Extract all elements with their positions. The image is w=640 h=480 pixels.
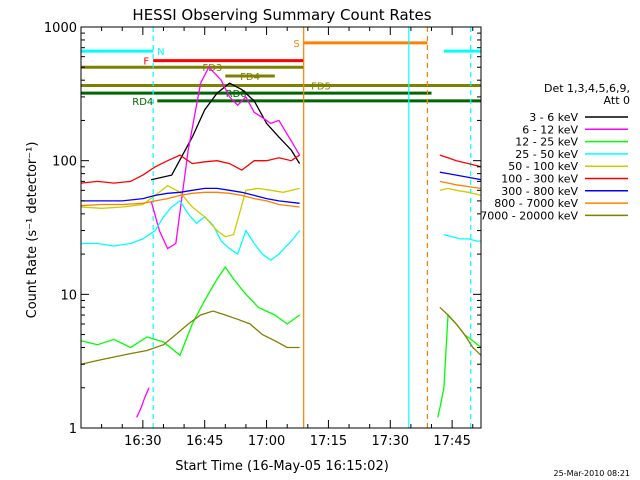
x-tick-label: 16:45: [186, 434, 223, 449]
legend-label: 800 - 7000 keV: [494, 197, 578, 210]
x-tick-label: 17:00: [248, 434, 285, 449]
legend-label: 300 - 800 keV: [501, 185, 578, 198]
flag-label-rd4: RD4: [132, 97, 153, 108]
x-tick-label: 17:30: [372, 434, 409, 449]
legend-label: 6 - 12 keV: [522, 123, 578, 136]
y-tick-label: 1000: [44, 21, 77, 36]
flag-label-f: F: [143, 57, 149, 68]
series-line-8: [80, 310, 300, 365]
series-line-5: [439, 154, 482, 168]
legend-label: 50 - 100 keV: [508, 160, 578, 173]
series-line-4: [439, 187, 482, 197]
series-line-6: [81, 187, 300, 204]
series-line-7: [439, 180, 482, 190]
chart-title: HESSI Observing Summary Count Rates: [132, 6, 431, 24]
series-line-6: [439, 171, 482, 181]
series-line-3: [81, 199, 301, 262]
x-tick-label: 17:15: [310, 434, 347, 449]
y-tick-label: 1: [69, 422, 77, 437]
x-axis-label: Start Time (16-May-05 16:15:02): [175, 459, 389, 474]
series-line-1: [150, 66, 301, 250]
flag-bars-layer: S NF FD3 FD4 FD5 RD0 RD4: [81, 39, 481, 108]
y-tick-label: 10: [60, 288, 77, 303]
series-layer: [80, 66, 482, 418]
legend-header-line2: Att 0: [604, 94, 630, 107]
x-tick-label: 17:45: [433, 434, 470, 449]
legend-label: 100 - 300 keV: [501, 173, 578, 186]
series-line-2: [80, 265, 300, 357]
series-line-7: [80, 191, 300, 208]
series-line-2: [437, 313, 482, 418]
flag-label-fd4: FD4: [240, 72, 260, 83]
x-tick-label: 16:30: [124, 434, 161, 449]
ticks-layer: 16:30 16:45 17:00 17:15 17:30 17:45 1 10 100 1000: [44, 21, 481, 449]
legend-label: 3 - 6 keV: [529, 111, 578, 124]
vertical-lines-layer: [152, 27, 472, 428]
flag-label-fd3: FD3: [202, 63, 222, 74]
flag-label-n: N: [157, 47, 164, 58]
plot-frame: [80, 26, 482, 429]
series-line-5: [80, 154, 300, 184]
flag-label-s: S: [293, 39, 299, 50]
legend-header-line1: Det 1,3,4,5,6,9,: [544, 82, 630, 95]
flag-label-fd5: FD5: [311, 82, 331, 93]
series-line-3: [443, 233, 481, 242]
y-axis-label: Count Rate (s⁻¹ detector⁻¹): [25, 142, 40, 319]
legend-label: 25 - 50 keV: [515, 148, 578, 161]
timestamp: 25-Mar-2010 08:21: [554, 469, 631, 478]
series-line-4: [80, 184, 300, 238]
legend-label: 7000 - 20000 keV: [480, 209, 578, 222]
flag-label-rd0: RD0: [226, 89, 247, 100]
legend-label: 12 - 25 keV: [515, 136, 578, 149]
series-line-1: [136, 387, 150, 418]
series-line-8: [439, 306, 482, 356]
y-tick-label: 100: [52, 155, 77, 170]
